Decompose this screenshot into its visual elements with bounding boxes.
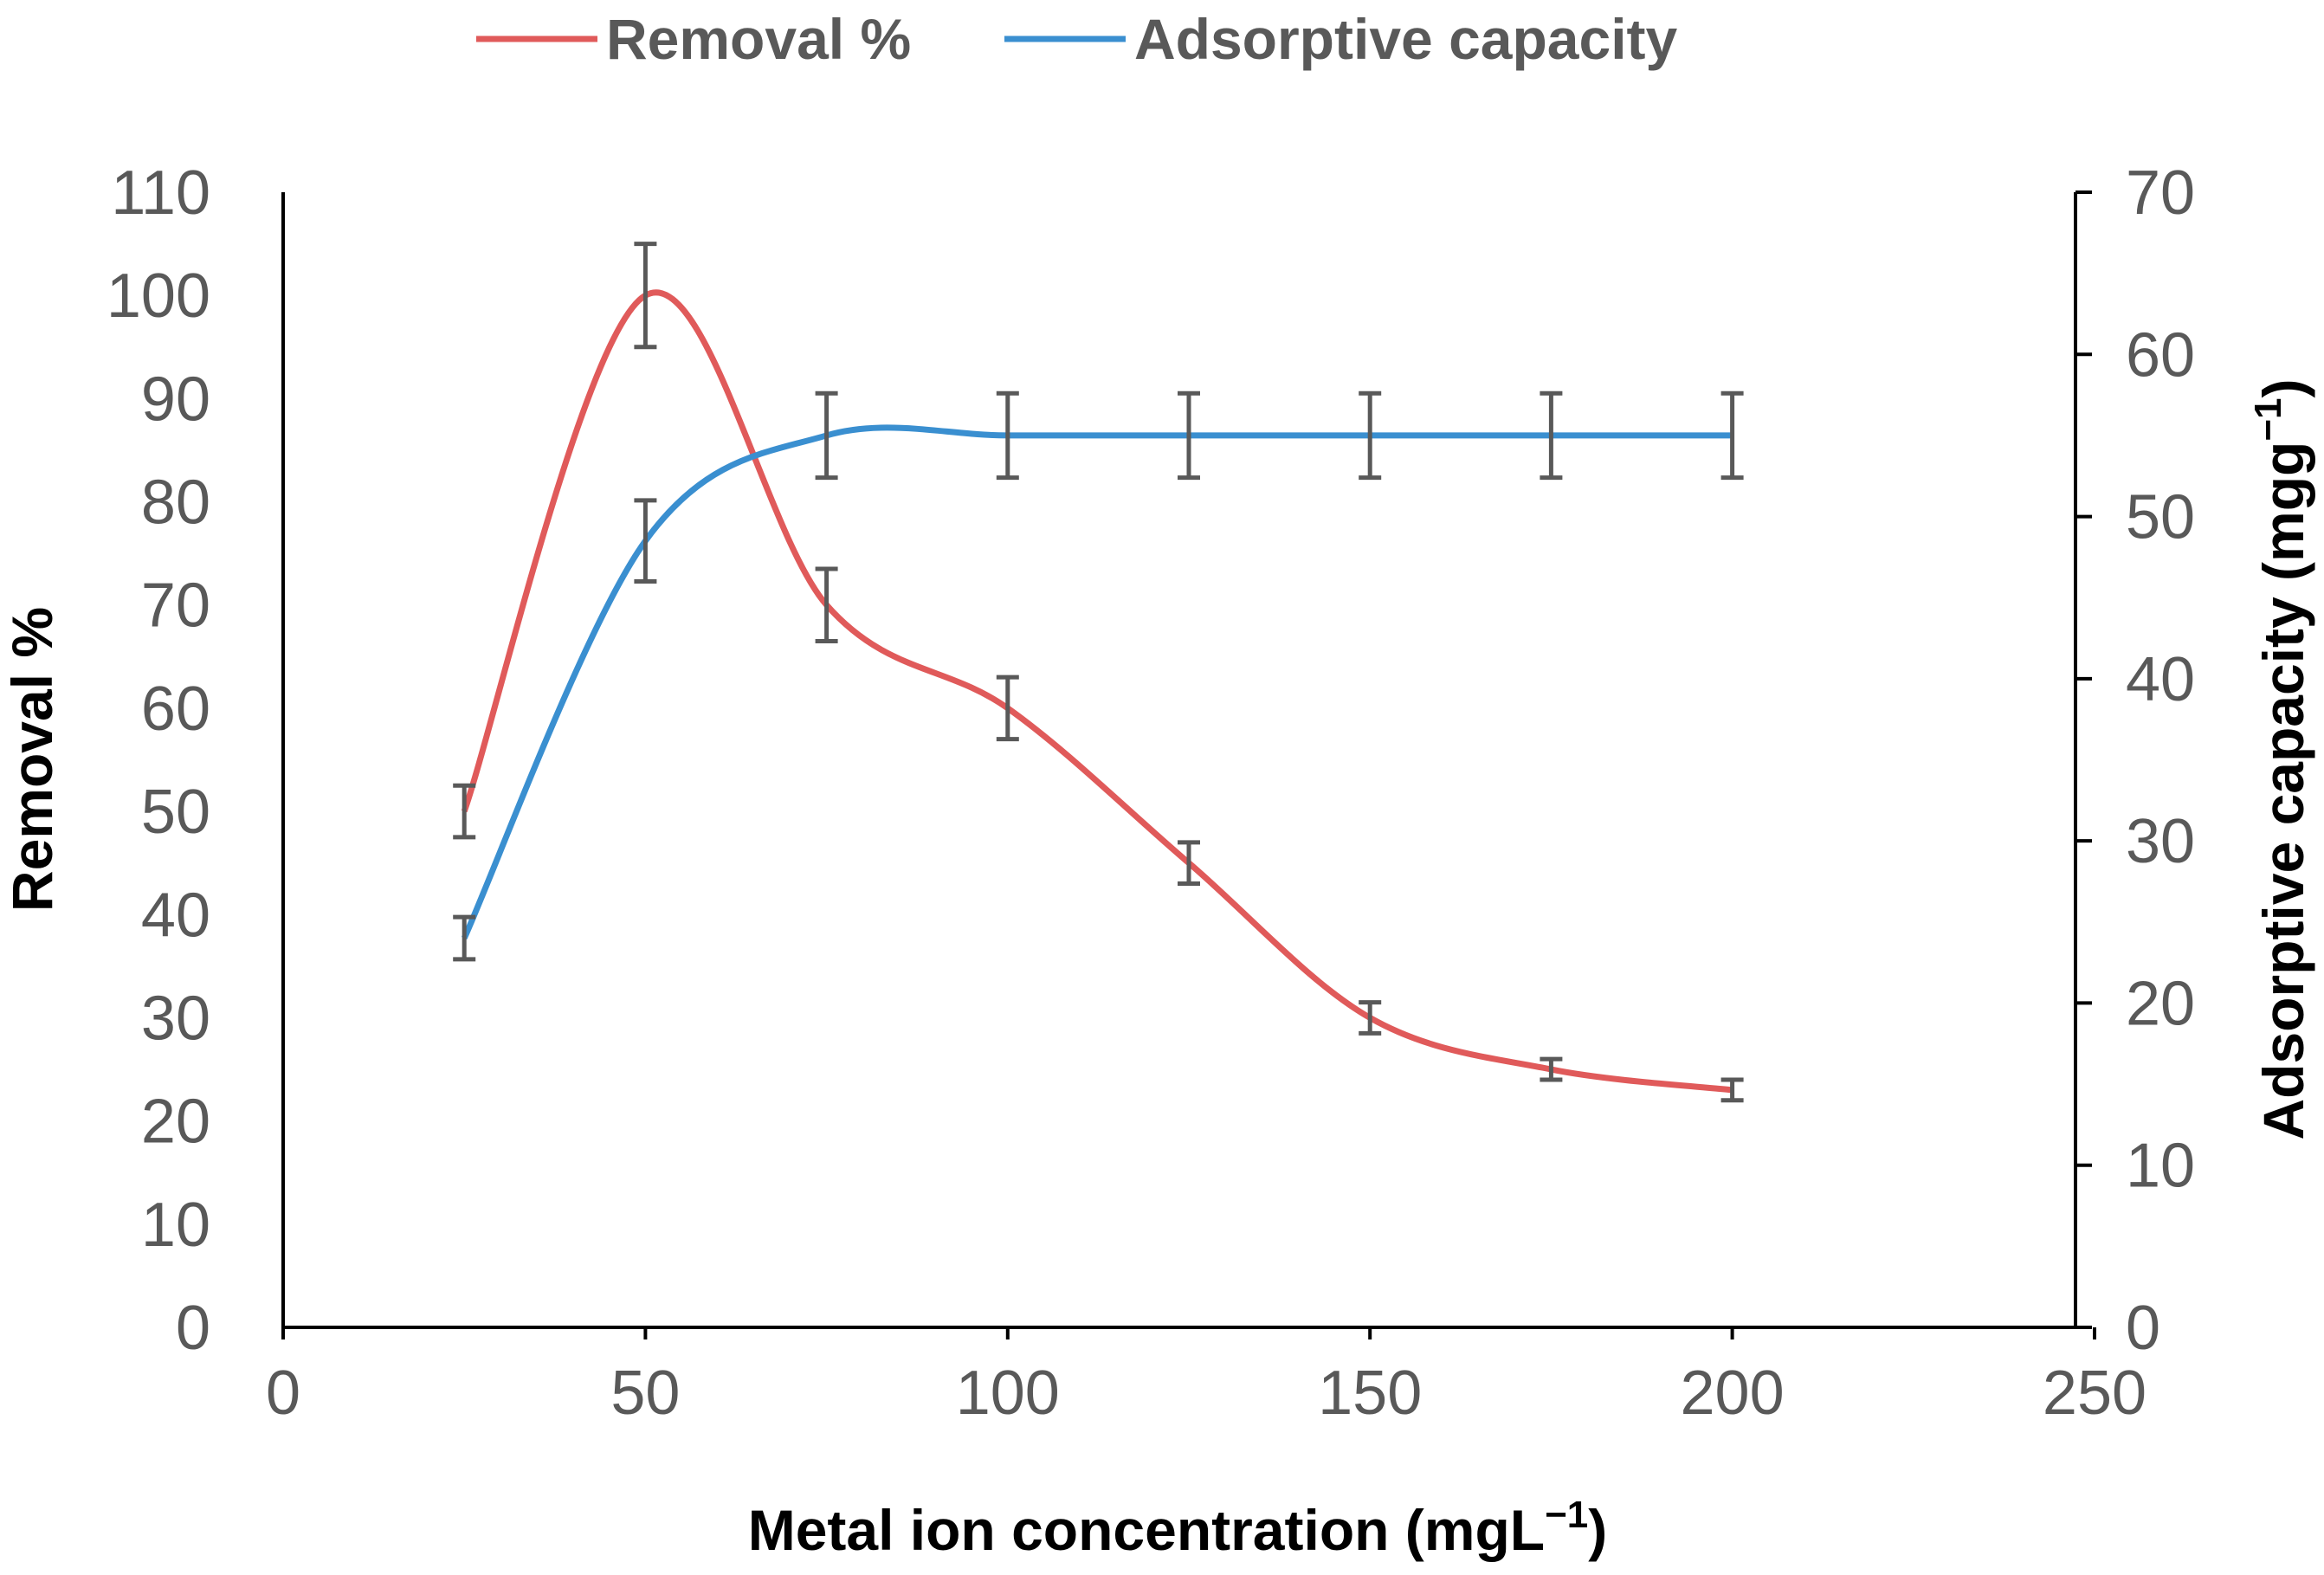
error-bar-removal	[634, 242, 657, 350]
legend-label-adsorptive-capacity: Adsorptive capacity	[1134, 7, 1678, 71]
x-tick-label: 100	[956, 1359, 1060, 1428]
error-bar-adsorptive-capacity	[453, 914, 476, 962]
y-tick-label: 20	[141, 1088, 210, 1157]
y2-tick-label: 0	[2126, 1294, 2160, 1363]
y2-tick-label: 30	[2126, 807, 2195, 876]
tick-group: 0 50 100 150 200 2500102030405060708090100110…	[107, 158, 2195, 1428]
y-tick-label: 90	[141, 365, 210, 434]
y-tick-label: 10	[141, 1191, 210, 1260]
error-bar-adsorptive-capacity	[1178, 391, 1200, 481]
error-bar-adsorptive-capacity	[1540, 391, 1563, 481]
series-line-removal	[461, 289, 1733, 1094]
series-line-adsorptive-capacity	[462, 424, 1733, 939]
y2-tick-label: 40	[2126, 645, 2195, 714]
error-bar-removal	[996, 675, 1019, 742]
y2-tick-label: 20	[2126, 969, 2195, 1038]
x-tick-label: 150	[1318, 1359, 1422, 1428]
x-tick-label: 250	[2043, 1359, 2146, 1428]
error-bar-removal	[453, 783, 476, 840]
y-tick-label: 40	[141, 881, 210, 950]
error-bar-removal	[1178, 840, 1200, 887]
y2-tick-label: 70	[2126, 158, 2195, 228]
error-bar-removal	[1359, 1000, 1382, 1036]
y-tick-label: 100	[107, 261, 210, 331]
y2-tick-label: 10	[2126, 1132, 2195, 1201]
legend: Removal % Adsorptive capacity	[476, 7, 1678, 71]
series-group	[453, 242, 1744, 1103]
y-tick-label: 70	[141, 571, 210, 641]
y2-tick-label: 60	[2126, 320, 2195, 390]
error-bar-removal	[1540, 1056, 1563, 1082]
y-tick-label: 60	[141, 675, 210, 744]
y-tick-label: 30	[141, 984, 210, 1053]
error-bar-adsorptive-capacity	[996, 391, 1019, 481]
error-bar-removal	[1720, 1077, 1744, 1103]
y2-axis-title: Adsorptive capacity (mgg−1)	[2247, 378, 2315, 1139]
x-tick-label: 200	[1681, 1359, 1785, 1428]
y-tick-label: 50	[141, 778, 210, 847]
y-axis-title: Removal %	[0, 607, 64, 912]
error-bar-adsorptive-capacity	[1720, 391, 1744, 481]
error-bar-adsorptive-capacity	[1359, 391, 1382, 481]
y2-tick-label: 50	[2126, 483, 2195, 552]
y-tick-label: 0	[176, 1294, 210, 1363]
error-bar-removal	[815, 566, 838, 643]
x-tick-label: 50	[610, 1359, 680, 1428]
y-tick-label: 80	[141, 468, 210, 538]
legend-label-removal: Removal %	[606, 7, 911, 71]
error-bar-adsorptive-capacity	[815, 391, 838, 481]
x-axis-title: Metal ion concentration (mgL−1)	[748, 1494, 1608, 1562]
y-tick-label: 110	[111, 158, 210, 228]
error-bar-adsorptive-capacity	[634, 498, 657, 584]
x-tick-label: 0	[266, 1359, 300, 1428]
